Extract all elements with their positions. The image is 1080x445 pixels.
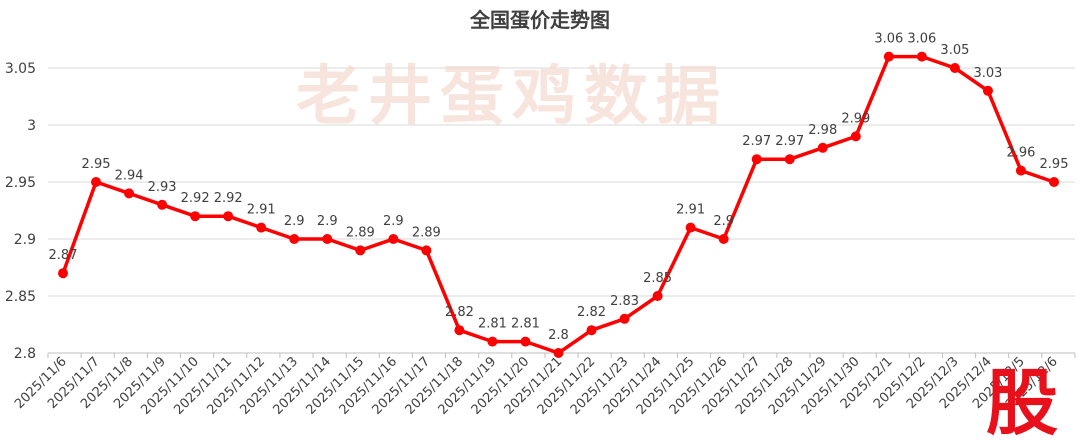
data-label: 2.9 <box>383 214 404 229</box>
data-point <box>1049 177 1059 187</box>
data-point <box>91 177 102 187</box>
data-point <box>355 245 366 256</box>
data-point <box>850 131 861 142</box>
logo: 股 <box>986 361 1058 445</box>
data-point <box>652 291 663 301</box>
data-label: 2.91 <box>676 203 705 218</box>
data-point <box>916 51 927 62</box>
data-label: 2.9 <box>713 214 734 229</box>
data-label: 3.03 <box>973 66 1002 81</box>
data-point <box>784 154 795 165</box>
data-point <box>586 325 597 336</box>
data-point <box>619 313 630 324</box>
data-label: 3.06 <box>874 32 903 47</box>
data-label: 2.91 <box>247 203 276 218</box>
data-label: 2.94 <box>115 168 144 183</box>
data-point <box>256 222 267 233</box>
data-label: 2.92 <box>181 191 210 206</box>
logo-glyph: 股 <box>986 361 1058 445</box>
data-point <box>751 154 762 165</box>
chart-title: 全国蛋价走势图 <box>469 8 610 32</box>
data-label: 2.9 <box>284 214 305 229</box>
data-label: 2.97 <box>775 134 804 149</box>
data-label: 2.85 <box>643 271 672 286</box>
data-label: 2.95 <box>82 157 111 172</box>
y-tick-label: 2.8 <box>14 346 36 362</box>
data-label: 3.05 <box>940 43 969 58</box>
data-point <box>322 234 333 244</box>
data-label: 2.81 <box>511 317 540 332</box>
data-point <box>1015 165 1026 176</box>
x-axis-ticks: 2025/11/62025/11/72025/11/82025/11/92025… <box>12 353 1076 418</box>
data-point <box>982 85 993 96</box>
data-point <box>190 211 201 222</box>
data-point <box>223 211 234 222</box>
data-label: 2.82 <box>445 305 474 320</box>
data-label: 2.99 <box>841 111 870 126</box>
y-tick-label: 3.05 <box>5 61 36 77</box>
data-label: 2.95 <box>1040 157 1069 172</box>
data-point <box>454 325 465 336</box>
data-label: 2.81 <box>478 317 507 332</box>
data-point <box>487 336 498 347</box>
data-point <box>718 234 729 244</box>
data-point <box>520 336 531 347</box>
y-tick-label: 2.9 <box>14 232 36 248</box>
data-point <box>388 234 399 244</box>
data-label: 2.89 <box>412 225 441 240</box>
data-label: 2.96 <box>1006 146 1035 161</box>
data-label: 2.83 <box>610 294 639 309</box>
data-point <box>157 199 168 210</box>
watermark-text: 老井蛋鸡数据 <box>296 60 728 134</box>
y-tick-label: 2.85 <box>5 289 36 305</box>
data-point <box>883 51 894 62</box>
data-label: 2.92 <box>214 191 243 206</box>
grid-lines <box>48 67 1075 297</box>
data-point <box>58 268 68 279</box>
y-tick-label: 3 <box>27 118 36 134</box>
data-point <box>289 234 300 244</box>
data-label: 2.9 <box>317 214 338 229</box>
data-label: 2.8 <box>548 328 569 343</box>
data-points <box>58 51 1059 358</box>
data-labels: 2.87 2.95 2.94 2.93 2.92 2.92 2.91 2.9 2.9 2.89 2.… <box>49 32 1069 343</box>
data-point <box>421 245 432 256</box>
data-label: 2.87 <box>49 248 78 263</box>
data-label: 2.89 <box>346 225 375 240</box>
data-point <box>817 142 828 153</box>
data-point <box>124 188 135 199</box>
data-point <box>685 222 696 233</box>
y-tick-label: 2.95 <box>5 175 36 191</box>
data-label: 3.06 <box>907 32 936 47</box>
data-label: 2.93 <box>148 180 177 195</box>
y-axis-ticks: 2.8 2.85 2.9 2.95 3 3.05 <box>5 61 36 362</box>
data-label: 2.98 <box>808 123 837 138</box>
data-label: 2.97 <box>742 134 771 149</box>
data-point <box>553 348 564 358</box>
data-point <box>949 63 960 73</box>
data-label: 2.82 <box>577 305 606 320</box>
